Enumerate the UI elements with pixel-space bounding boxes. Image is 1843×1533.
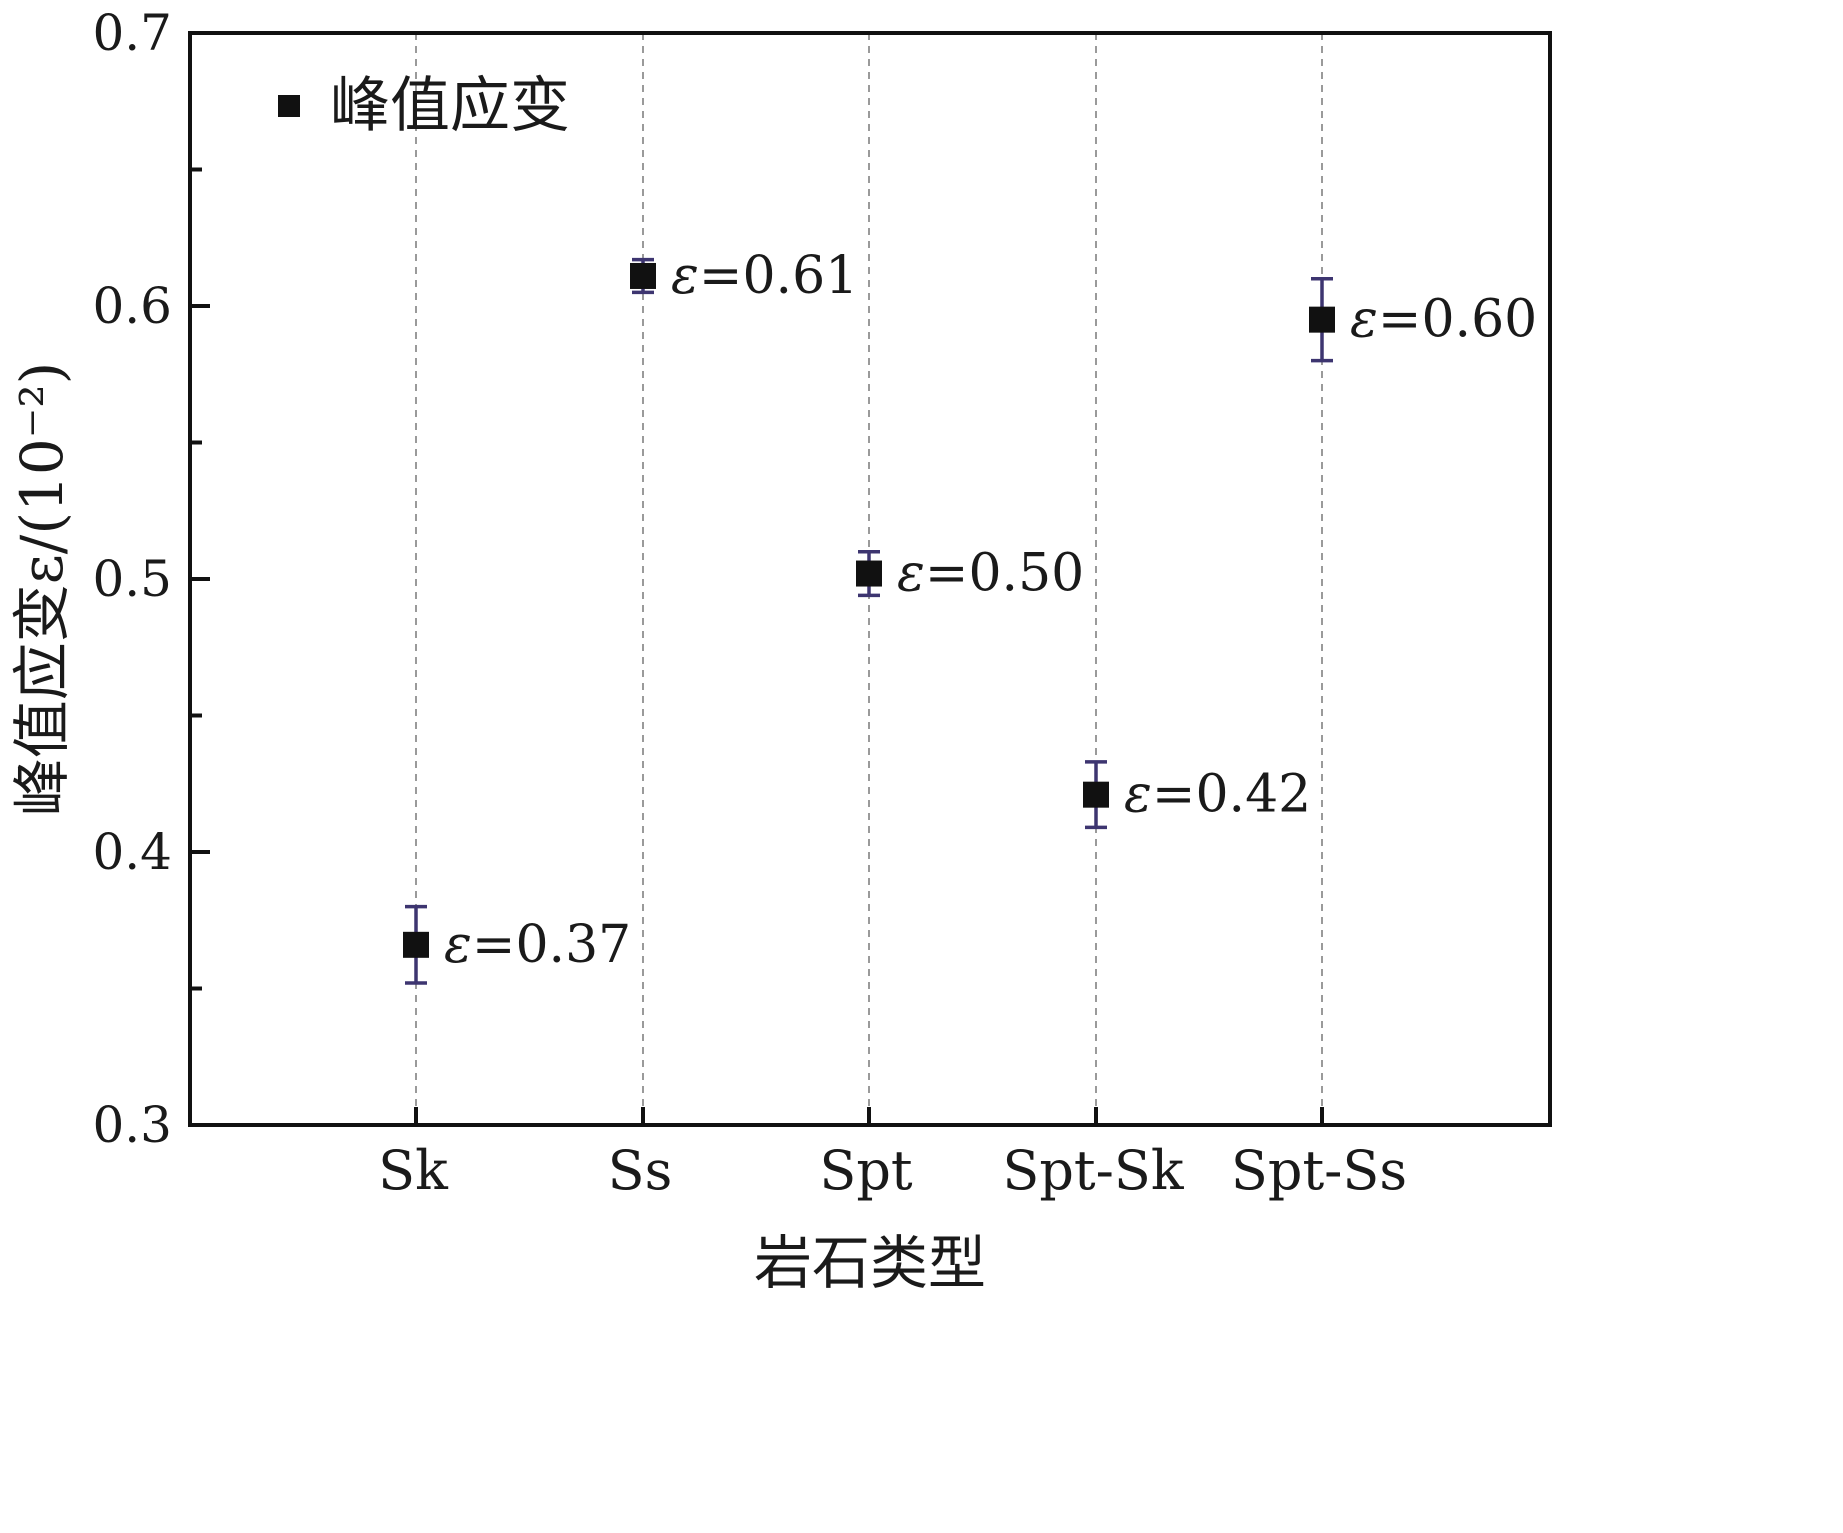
legend: 峰值应变 bbox=[278, 71, 570, 141]
data-label-2: ε=0.50 bbox=[897, 544, 1084, 604]
data-label-4: ε=0.60 bbox=[1350, 290, 1537, 350]
x-axis-title: 岩石类型 bbox=[754, 1229, 986, 1297]
legend-label: 峰值应变 bbox=[330, 71, 570, 141]
y-tick-label: 0.5 bbox=[92, 550, 172, 608]
data-label-3: ε=0.42 bbox=[1124, 765, 1311, 825]
data-point-3 bbox=[1083, 781, 1109, 808]
x-tick-label: Sk bbox=[378, 1139, 449, 1202]
x-axis-ticks: Sk Ss Spt Spt-Sk Spt-Ss bbox=[378, 1107, 1407, 1202]
data-point-2 bbox=[856, 560, 882, 587]
data-point-0 bbox=[403, 931, 429, 958]
y-tick-label: 0.4 bbox=[92, 823, 172, 881]
data-point-1 bbox=[630, 262, 656, 289]
data-label-1: ε=0.61 bbox=[671, 246, 858, 306]
x-tick-label: Spt-Sk bbox=[1002, 1139, 1185, 1202]
legend-marker bbox=[278, 95, 300, 117]
x-tick-label: Ss bbox=[608, 1139, 673, 1202]
data-labels: ε=0.37 ε=0.61 ε=0.50 ε=0.42 ε=0.60 bbox=[444, 246, 1537, 975]
y-axis-title: 峰值应变ε/(10⁻²) bbox=[8, 362, 76, 817]
x-tick-label: Spt bbox=[819, 1139, 913, 1202]
y-tick-label: 0.3 bbox=[92, 1096, 172, 1154]
y-tick-label: 0.6 bbox=[92, 277, 172, 335]
x-tick-label: Spt-Ss bbox=[1231, 1139, 1407, 1202]
data-markers bbox=[403, 262, 1335, 958]
y-axis-ticks: 0.3 0.4 0.5 0.6 0.7 bbox=[92, 4, 210, 1154]
data-point-4 bbox=[1309, 306, 1335, 333]
data-label-0: ε=0.37 bbox=[444, 915, 631, 975]
y-tick-label: 0.7 bbox=[92, 4, 172, 62]
